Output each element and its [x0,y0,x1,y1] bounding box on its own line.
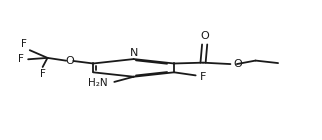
Text: O: O [233,59,242,69]
Text: F: F [18,54,24,64]
Text: O: O [200,31,209,41]
Text: F: F [40,69,46,79]
Text: F: F [21,39,27,49]
Text: F: F [200,72,206,81]
Text: H₂N: H₂N [88,78,108,88]
Text: O: O [66,56,74,66]
Text: N: N [129,48,138,58]
